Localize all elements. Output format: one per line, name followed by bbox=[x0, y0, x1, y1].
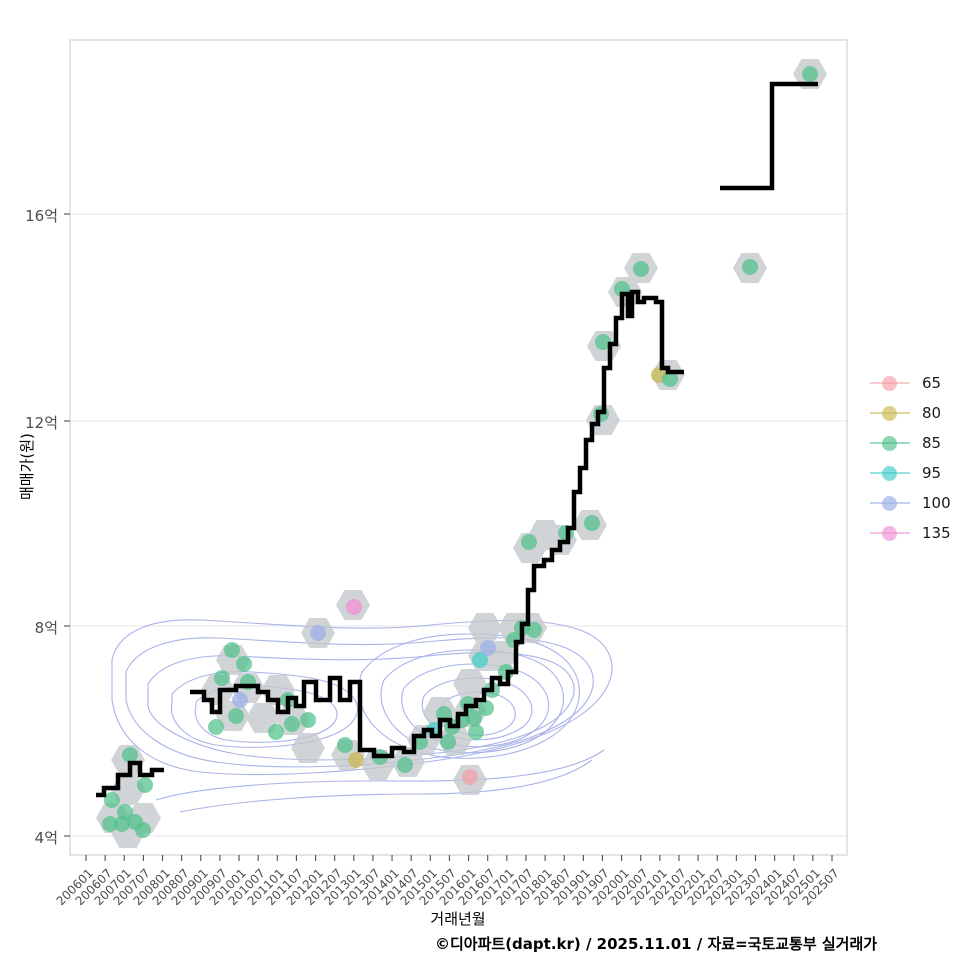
legend-label: 80 bbox=[922, 404, 942, 422]
y-axis-ticks bbox=[64, 213, 70, 837]
legend-item[interactable]: 100 bbox=[868, 488, 958, 518]
legend: 65 80 85 95 100 135 bbox=[868, 368, 958, 548]
legend-dot-icon bbox=[882, 436, 897, 451]
legend-key-icon bbox=[868, 522, 912, 544]
legend-label: 65 bbox=[922, 374, 942, 392]
legend-label: 100 bbox=[922, 494, 951, 512]
legend-key-icon bbox=[868, 402, 912, 424]
x-axis-ticks bbox=[85, 855, 833, 861]
legend-label: 85 bbox=[922, 434, 942, 452]
legend-dot-icon bbox=[882, 496, 897, 511]
x-axis-title: 거래년월 bbox=[430, 910, 486, 928]
legend-label: 135 bbox=[922, 524, 951, 542]
legend-item[interactable]: 85 bbox=[868, 428, 958, 458]
legend-dot-icon bbox=[882, 526, 897, 541]
legend-dot-icon bbox=[882, 466, 897, 481]
legend-item[interactable]: 65 bbox=[868, 368, 958, 398]
y-tick-label-8: 8억 bbox=[34, 619, 58, 637]
legend-key-icon bbox=[868, 432, 912, 454]
scatter-points bbox=[102, 66, 818, 838]
footer-caption: ©디아파트(dapt.kr) / 2025.11.01 / 자료=국토교통부 실… bbox=[435, 935, 878, 953]
legend-key-icon bbox=[868, 462, 912, 484]
median-trend-line bbox=[96, 81, 818, 798]
y-tick-label-16: 16억 bbox=[25, 207, 58, 225]
y-tick-label-4: 4억 bbox=[34, 829, 58, 847]
legend-item[interactable]: 135 bbox=[868, 518, 958, 548]
legend-key-icon bbox=[868, 492, 912, 514]
y-axis-title: 매매가(원) bbox=[18, 433, 36, 500]
legend-item[interactable]: 80 bbox=[868, 398, 958, 428]
legend-dot-icon bbox=[882, 376, 897, 391]
y-tick-label-12: 12억 bbox=[25, 414, 58, 432]
legend-dot-icon bbox=[882, 406, 897, 421]
gridlines bbox=[70, 213, 847, 837]
legend-key-icon bbox=[868, 372, 912, 394]
legend-label: 95 bbox=[922, 464, 942, 482]
legend-item[interactable]: 95 bbox=[868, 458, 958, 488]
panel-border bbox=[69, 39, 848, 856]
